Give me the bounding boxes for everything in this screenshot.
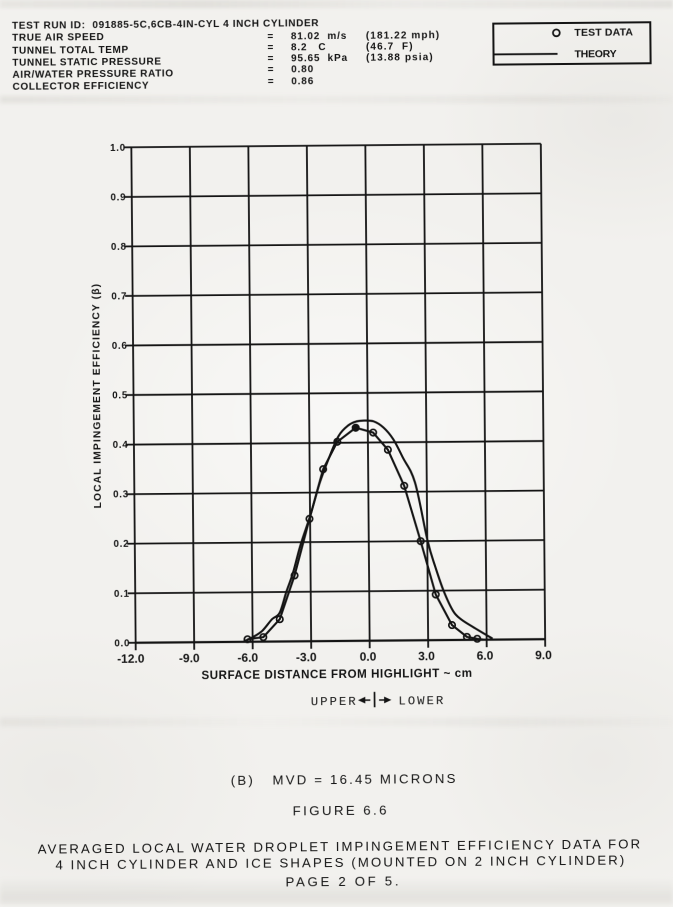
svg-text:-9.0: -9.0 xyxy=(179,651,200,665)
svg-text:9.0: 9.0 xyxy=(535,648,552,662)
svg-text:0.7: 0.7 xyxy=(111,291,127,302)
svg-text:3.0: 3.0 xyxy=(418,649,435,663)
svg-text:LOWER: LOWER xyxy=(398,694,445,708)
svg-text:TEST DATA: TEST DATA xyxy=(574,27,633,40)
svg-text:-6.0: -6.0 xyxy=(237,651,258,665)
svg-text:1.0: 1.0 xyxy=(110,143,126,154)
svg-text:-3.0: -3.0 xyxy=(296,650,317,664)
svg-text:SURFACE DISTANCE FROM HIGHLIGH: SURFACE DISTANCE FROM HIGHLIGHT ~ cm xyxy=(201,667,472,682)
svg-text:0.2: 0.2 xyxy=(114,539,130,550)
svg-text:THEORY: THEORY xyxy=(574,48,616,60)
svg-text:0.4: 0.4 xyxy=(113,440,129,451)
svg-text:0.5: 0.5 xyxy=(112,390,128,401)
svg-text:0.0: 0.0 xyxy=(114,638,130,649)
svg-text:-12.0: -12.0 xyxy=(117,652,145,666)
svg-text:0.0: 0.0 xyxy=(360,650,377,664)
svg-text:0.3: 0.3 xyxy=(113,490,129,501)
svg-text:0.6: 0.6 xyxy=(112,341,128,352)
svg-text:0.1: 0.1 xyxy=(114,589,130,600)
svg-text:6.0: 6.0 xyxy=(477,649,494,663)
svg-text:0.9: 0.9 xyxy=(111,192,127,203)
svg-text:UPPER: UPPER xyxy=(311,695,358,709)
svg-text:0.8: 0.8 xyxy=(111,242,127,253)
svg-text:LOCAL IMPINGEMENT EFFICIENCY (: LOCAL IMPINGEMENT EFFICIENCY (β) xyxy=(91,283,104,509)
